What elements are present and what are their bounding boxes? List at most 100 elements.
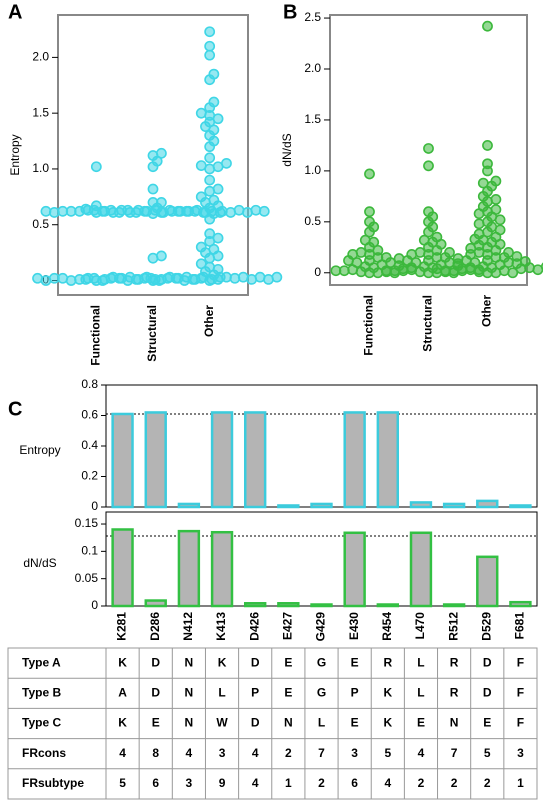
table-cell: 3 — [351, 746, 358, 760]
table-cell: E — [152, 716, 160, 730]
panel-label: C — [8, 398, 22, 420]
table-cell: F — [517, 685, 524, 699]
y-tick-label: 2.0 — [32, 50, 49, 64]
y-tick-label: 2.5 — [304, 10, 321, 24]
y-axis-label: dN/dS — [280, 133, 294, 166]
y-tick-label: 1.0 — [304, 163, 321, 177]
table-cell: 4 — [252, 776, 259, 790]
bar — [210, 411, 234, 509]
table-cell: 1 — [285, 776, 292, 790]
data-point — [40, 205, 52, 217]
x-tick-label: Other — [202, 305, 216, 337]
table-cell: E — [284, 685, 292, 699]
x-tick-label: N412 — [181, 612, 195, 641]
data-point — [195, 258, 207, 270]
data-point — [212, 183, 224, 195]
bar — [111, 412, 134, 509]
data-point — [519, 256, 531, 267]
data-point — [477, 177, 489, 189]
data-point — [32, 272, 43, 284]
plot-frame — [329, 14, 528, 286]
table-cell: 6 — [351, 776, 358, 790]
x-tick-label: Structural — [421, 295, 435, 352]
y-tick-label: 0.5 — [304, 214, 321, 228]
data-point — [490, 204, 502, 216]
data-point — [80, 203, 92, 215]
table-cell: P — [351, 685, 359, 699]
y-tick-label: 0 — [91, 499, 98, 513]
bar — [343, 411, 366, 509]
data-point — [482, 140, 493, 151]
table-cell: L — [417, 655, 424, 669]
x-tick-label: Other — [480, 295, 494, 327]
bar — [442, 502, 466, 509]
row-header: Type C — [22, 716, 61, 730]
data-point — [204, 152, 216, 164]
bar — [310, 502, 333, 509]
data-point — [490, 194, 502, 205]
data-point — [155, 250, 167, 262]
table-cell: 6 — [152, 776, 159, 790]
y-tick-label: 1.0 — [32, 161, 49, 175]
x-tick-label: K413 — [214, 612, 228, 641]
table-cell: E — [483, 716, 491, 730]
y-tick-label: 0 — [91, 598, 98, 612]
bar — [177, 502, 201, 509]
data-point — [204, 49, 216, 61]
table-cell: 4 — [418, 746, 425, 760]
data-point — [204, 40, 216, 52]
y-tick-label: 1.5 — [32, 105, 49, 119]
data-point — [212, 232, 224, 244]
y-tick-label: 0.15 — [75, 516, 99, 530]
y-axis-label: Entropy — [8, 134, 22, 175]
data-point — [208, 68, 220, 80]
table-cell: 4 — [252, 746, 259, 760]
data-point — [145, 272, 157, 284]
data-point — [423, 143, 434, 154]
data-point — [195, 241, 207, 253]
data-point — [494, 224, 506, 236]
bar — [509, 600, 532, 608]
table-cell: E — [417, 716, 425, 730]
bar — [243, 602, 267, 608]
row-header: FRsubtype — [22, 776, 84, 790]
table-cell: D — [483, 685, 492, 699]
table-cell: N — [185, 716, 194, 730]
y-tick-label: 0.5 — [32, 217, 49, 231]
table-cell: 5 — [119, 776, 126, 790]
data-point — [452, 253, 464, 264]
bar — [310, 603, 333, 608]
bar — [210, 530, 234, 608]
data-point — [393, 253, 405, 264]
bar — [409, 531, 433, 608]
table-cell: N — [185, 685, 194, 699]
data-point — [347, 249, 359, 260]
table-cell: 2 — [285, 746, 292, 760]
data-point — [204, 228, 216, 240]
bar — [442, 603, 466, 608]
x-tick-label: D426 — [247, 612, 261, 641]
y-tick-label: 0.6 — [81, 408, 98, 422]
data-point — [155, 197, 167, 208]
table-cell: A — [118, 685, 127, 699]
row-header: FRcons — [22, 746, 66, 760]
bar — [277, 504, 300, 509]
x-tick-label: R512 — [446, 612, 460, 641]
y-tick-label: 0.05 — [75, 571, 99, 585]
row-header: Type B — [22, 685, 61, 699]
table-cell: D — [251, 716, 260, 730]
bar — [277, 602, 300, 608]
bar — [243, 411, 267, 509]
y-tick-label: 2.0 — [304, 61, 321, 75]
table-cell: F — [517, 716, 524, 730]
x-tick-label: E427 — [281, 612, 295, 640]
bar — [376, 603, 400, 608]
y-axis-label: dN/dS — [23, 556, 56, 570]
data-point — [482, 158, 493, 170]
data-point — [507, 267, 519, 279]
data-point — [494, 214, 506, 226]
y-axis-label: Entropy — [19, 443, 60, 457]
table-cell: K — [118, 716, 127, 730]
data-point — [147, 183, 159, 195]
